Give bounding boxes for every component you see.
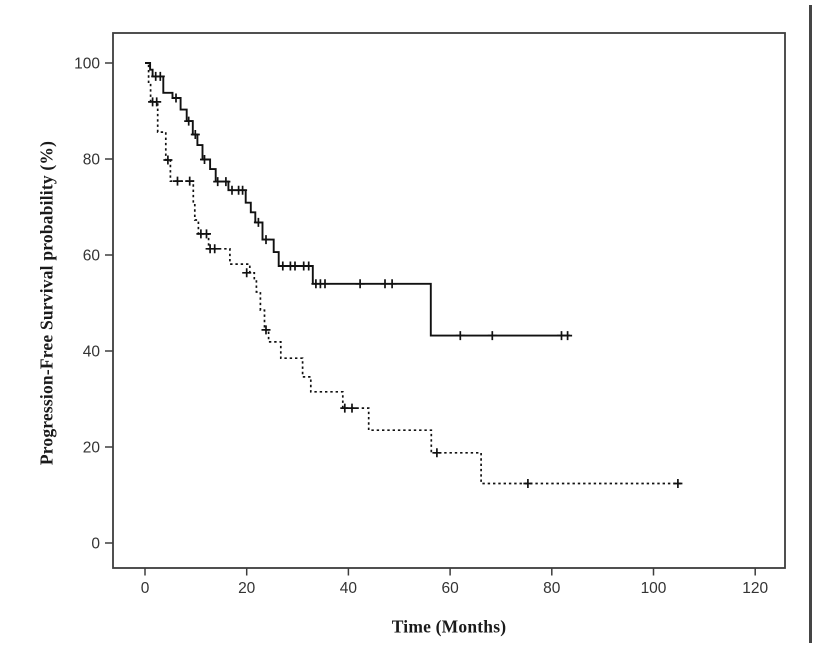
screenshot-right-edge-artifact (809, 5, 812, 643)
series-group-1-solid (145, 62, 573, 341)
y-tick-label: 20 (83, 440, 101, 457)
y-tick-label: 40 (83, 344, 101, 361)
x-tick-label: 100 (641, 580, 667, 597)
y-tick-label: 80 (83, 152, 101, 169)
x-tick-label: 80 (543, 580, 561, 597)
x-axis-title: Time (Months) (391, 616, 507, 637)
group-2-dashed-censor-marks (148, 97, 683, 488)
x-tick-label: 40 (340, 580, 358, 597)
plot-frame (112, 32, 786, 569)
y-axis-title: Progression-Free Survival probability (%… (36, 140, 57, 466)
x-tick-label: 0 (141, 580, 150, 597)
group-1-solid-censor-marks (151, 71, 573, 341)
group-2-dashed-step-curve (145, 62, 682, 485)
x-tick-label: 60 (441, 580, 459, 597)
y-tick-label: 0 (91, 536, 100, 553)
y-tick-label: 100 (74, 56, 100, 73)
x-tick-label: 20 (238, 580, 256, 597)
y-tick-label: 60 (83, 248, 101, 265)
y-axis: 0 20 40 60 80 100 (74, 56, 113, 553)
group-1-solid-step-curve (145, 62, 571, 337)
series-group-2-dashed (145, 62, 683, 488)
x-tick-label: 120 (742, 580, 768, 597)
x-axis: 0 20 40 60 80 100 120 (141, 568, 769, 597)
